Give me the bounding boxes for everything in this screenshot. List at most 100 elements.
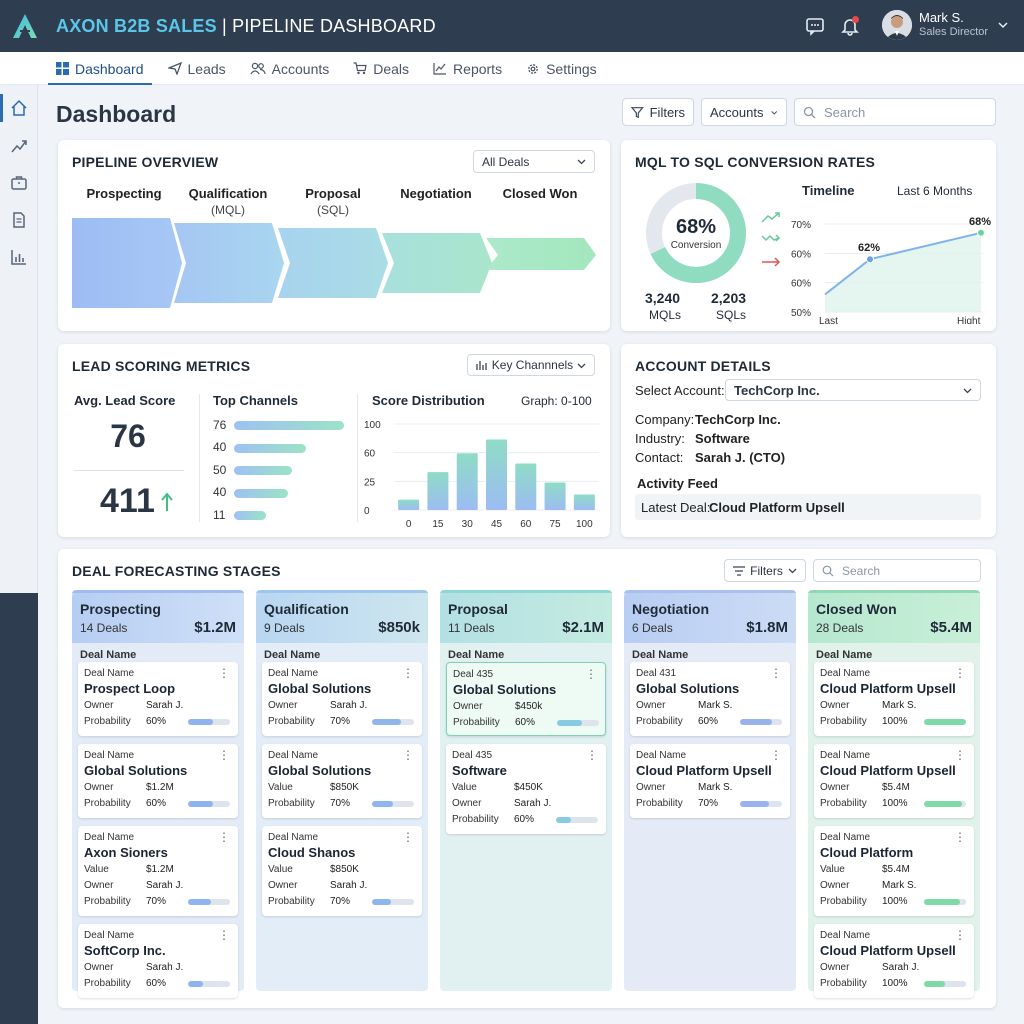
- deal-row-value: 60%: [146, 978, 167, 989]
- deal-card[interactable]: Deal Name Cloud Platform Upsell ⋮ Owner M…: [814, 662, 974, 736]
- more-options-icon[interactable]: ⋮: [402, 830, 414, 844]
- document-icon[interactable]: [10, 211, 28, 229]
- deal-card[interactable]: Deal 435 Software ⋮ Value $450K Owner Sara…: [446, 744, 606, 834]
- more-options-icon[interactable]: ⋮: [586, 748, 598, 762]
- deal-label: Deal Name: [84, 832, 135, 843]
- line-area: [825, 232, 981, 312]
- probability-bar-fill: [188, 899, 212, 905]
- more-options-icon[interactable]: ⋮: [402, 748, 414, 762]
- more-options-icon[interactable]: ⋮: [954, 928, 966, 942]
- more-options-icon[interactable]: ⋮: [954, 830, 966, 844]
- column-header[interactable]: Negotiation 6 Deals $1.8M: [624, 593, 796, 643]
- chat-icon[interactable]: [805, 16, 825, 36]
- probability-bar-fill: [188, 801, 214, 807]
- key-channels-dropdown[interactable]: Key Channnels: [467, 354, 595, 376]
- all-deals-dropdown[interactable]: All Deals: [473, 150, 595, 173]
- tab-reports[interactable]: Reports: [421, 52, 514, 85]
- probability-bar-fill: [924, 899, 960, 905]
- deal-row-key: Probability: [84, 978, 131, 989]
- column-subheader: Deal Name: [632, 649, 689, 661]
- sqls-label: SQLs: [716, 308, 747, 322]
- more-options-icon[interactable]: ⋮: [770, 748, 782, 762]
- deal-row-key: Owner: [820, 962, 850, 973]
- avg-score-value: 76: [110, 418, 146, 454]
- briefcase-icon[interactable]: [10, 174, 28, 192]
- deal-card[interactable]: Deal Name Cloud Platform Upsell ⋮ Owner $…: [814, 744, 974, 818]
- deal-card[interactable]: Deal 431 Global Solutions ⋮ Owner Mark S.…: [630, 662, 790, 736]
- probability-bar-fill: [372, 899, 391, 905]
- trend-icon[interactable]: [10, 137, 28, 155]
- deal-title: Software: [452, 763, 507, 778]
- column-count: 28 Deals: [816, 621, 864, 635]
- more-options-icon[interactable]: ⋮: [218, 748, 230, 762]
- more-options-icon[interactable]: ⋮: [585, 667, 597, 681]
- deal-row-key: Owner: [636, 782, 666, 793]
- distribution-bar: [456, 453, 478, 510]
- more-options-icon[interactable]: ⋮: [954, 748, 966, 762]
- deal-card[interactable]: Deal 435 Global Solutions ⋮ Owner $450k Pr…: [446, 662, 606, 736]
- forecast-search-placeholder[interactable]: Search: [842, 563, 881, 578]
- column-count: 11 Deals: [448, 621, 495, 635]
- total-score-value: 411: [100, 482, 155, 520]
- user-menu[interactable]: Mark S. Sales Director: [882, 10, 1008, 40]
- conversion-donut-arc-green: [646, 183, 746, 283]
- tab-dashboard[interactable]: Dashboard: [44, 52, 156, 85]
- column-header[interactable]: Closed Won 28 Deals $5.4M: [808, 593, 980, 643]
- home-icon[interactable]: [10, 99, 28, 117]
- deal-card[interactable]: Deal Name Prospect Loop ⋮ Owner Sarah J. P…: [78, 662, 238, 736]
- deal-card[interactable]: Deal Name Cloud Platform Upsell ⋮ Owner M…: [630, 744, 790, 818]
- deal-card[interactable]: Deal Name SoftCorp Inc. ⋮ Owner Sarah J. P…: [78, 924, 238, 998]
- column-title: Negotiation: [632, 601, 709, 617]
- deal-card[interactable]: Deal Name Cloud Platform Upsell ⋮ Owner S…: [814, 924, 974, 998]
- account-select-value: TechCorp Inc.: [734, 382, 820, 398]
- accounts-dropdown[interactable]: Accounts: [701, 98, 787, 126]
- more-options-icon[interactable]: ⋮: [218, 666, 230, 680]
- deal-row-value: Sarah J.: [146, 700, 184, 711]
- latest-deal-row[interactable]: Latest Deal: Cloud Platform Upsell: [635, 494, 981, 520]
- x-tick-label: 0: [406, 519, 412, 530]
- tab-settings[interactable]: Settings: [514, 52, 609, 85]
- deal-card[interactable]: Deal Name Cloud Shanos ⋮ Value $850K Owner…: [262, 826, 422, 916]
- forecast-search-box[interactable]: Search: [813, 559, 981, 582]
- score-distribution-label: Score Distribution: [372, 393, 485, 408]
- tab-leads[interactable]: Leads: [156, 52, 238, 85]
- deal-row-value: 70%: [146, 896, 167, 907]
- search-box[interactable]: Search: [794, 98, 996, 126]
- chevron-down-icon[interactable]: [998, 20, 1008, 30]
- forecast-filters-button[interactable]: Filters: [724, 559, 806, 582]
- tab-accounts[interactable]: Accounts: [238, 52, 342, 85]
- more-options-icon[interactable]: ⋮: [218, 928, 230, 942]
- line-chart-icon: [433, 63, 447, 75]
- search-placeholder[interactable]: Search: [824, 104, 866, 120]
- probability-bar-fill: [557, 720, 583, 726]
- search-icon: [822, 565, 834, 576]
- bar-chart-icon: [476, 360, 487, 370]
- bar-chart-icon[interactable]: [10, 248, 28, 266]
- stage-proposal-name: Proposal: [305, 186, 361, 201]
- tab-deals[interactable]: Deals: [341, 52, 421, 85]
- more-options-icon[interactable]: ⋮: [770, 666, 782, 680]
- data-label: 68%: [969, 216, 991, 228]
- deal-card[interactable]: Deal Name Global Solutions ⋮ Owner $1.2M P…: [78, 744, 238, 818]
- deal-card[interactable]: Deal Name Cloud Platform ⋮ Value $5.4M Own…: [814, 826, 974, 916]
- funnel-stage-closed-won: [486, 238, 596, 270]
- column-header[interactable]: Proposal 11 Deals $2.1M: [440, 593, 612, 643]
- filters-button-label: Filters: [649, 104, 685, 120]
- dashboard-icon: [56, 62, 69, 75]
- deal-row-value: 70%: [330, 716, 351, 727]
- deal-row-value: 100%: [882, 896, 908, 907]
- deal-card[interactable]: Deal Name Global Solutions ⋮ Owner Sarah …: [262, 662, 422, 736]
- column-header[interactable]: Qualification 9 Deals $850k: [256, 593, 428, 643]
- deal-card[interactable]: Deal Name Axon Sioners ⋮ Value $1.2M Owner…: [78, 826, 238, 916]
- deal-row-key: Owner: [636, 700, 666, 711]
- more-options-icon[interactable]: ⋮: [402, 666, 414, 680]
- deal-card[interactable]: Deal Name Global Solutions ⋮ Value $850K P…: [262, 744, 422, 818]
- channel-bar: [234, 511, 266, 520]
- filters-button[interactable]: Filters: [622, 98, 694, 126]
- more-options-icon[interactable]: ⋮: [218, 830, 230, 844]
- account-select[interactable]: TechCorp Inc.: [725, 379, 981, 401]
- more-options-icon[interactable]: ⋮: [954, 666, 966, 680]
- deal-row-value: $450K: [514, 782, 543, 793]
- bell-icon[interactable]: [840, 16, 860, 36]
- column-header[interactable]: Prospecting 14 Deals $1.2M: [72, 593, 244, 643]
